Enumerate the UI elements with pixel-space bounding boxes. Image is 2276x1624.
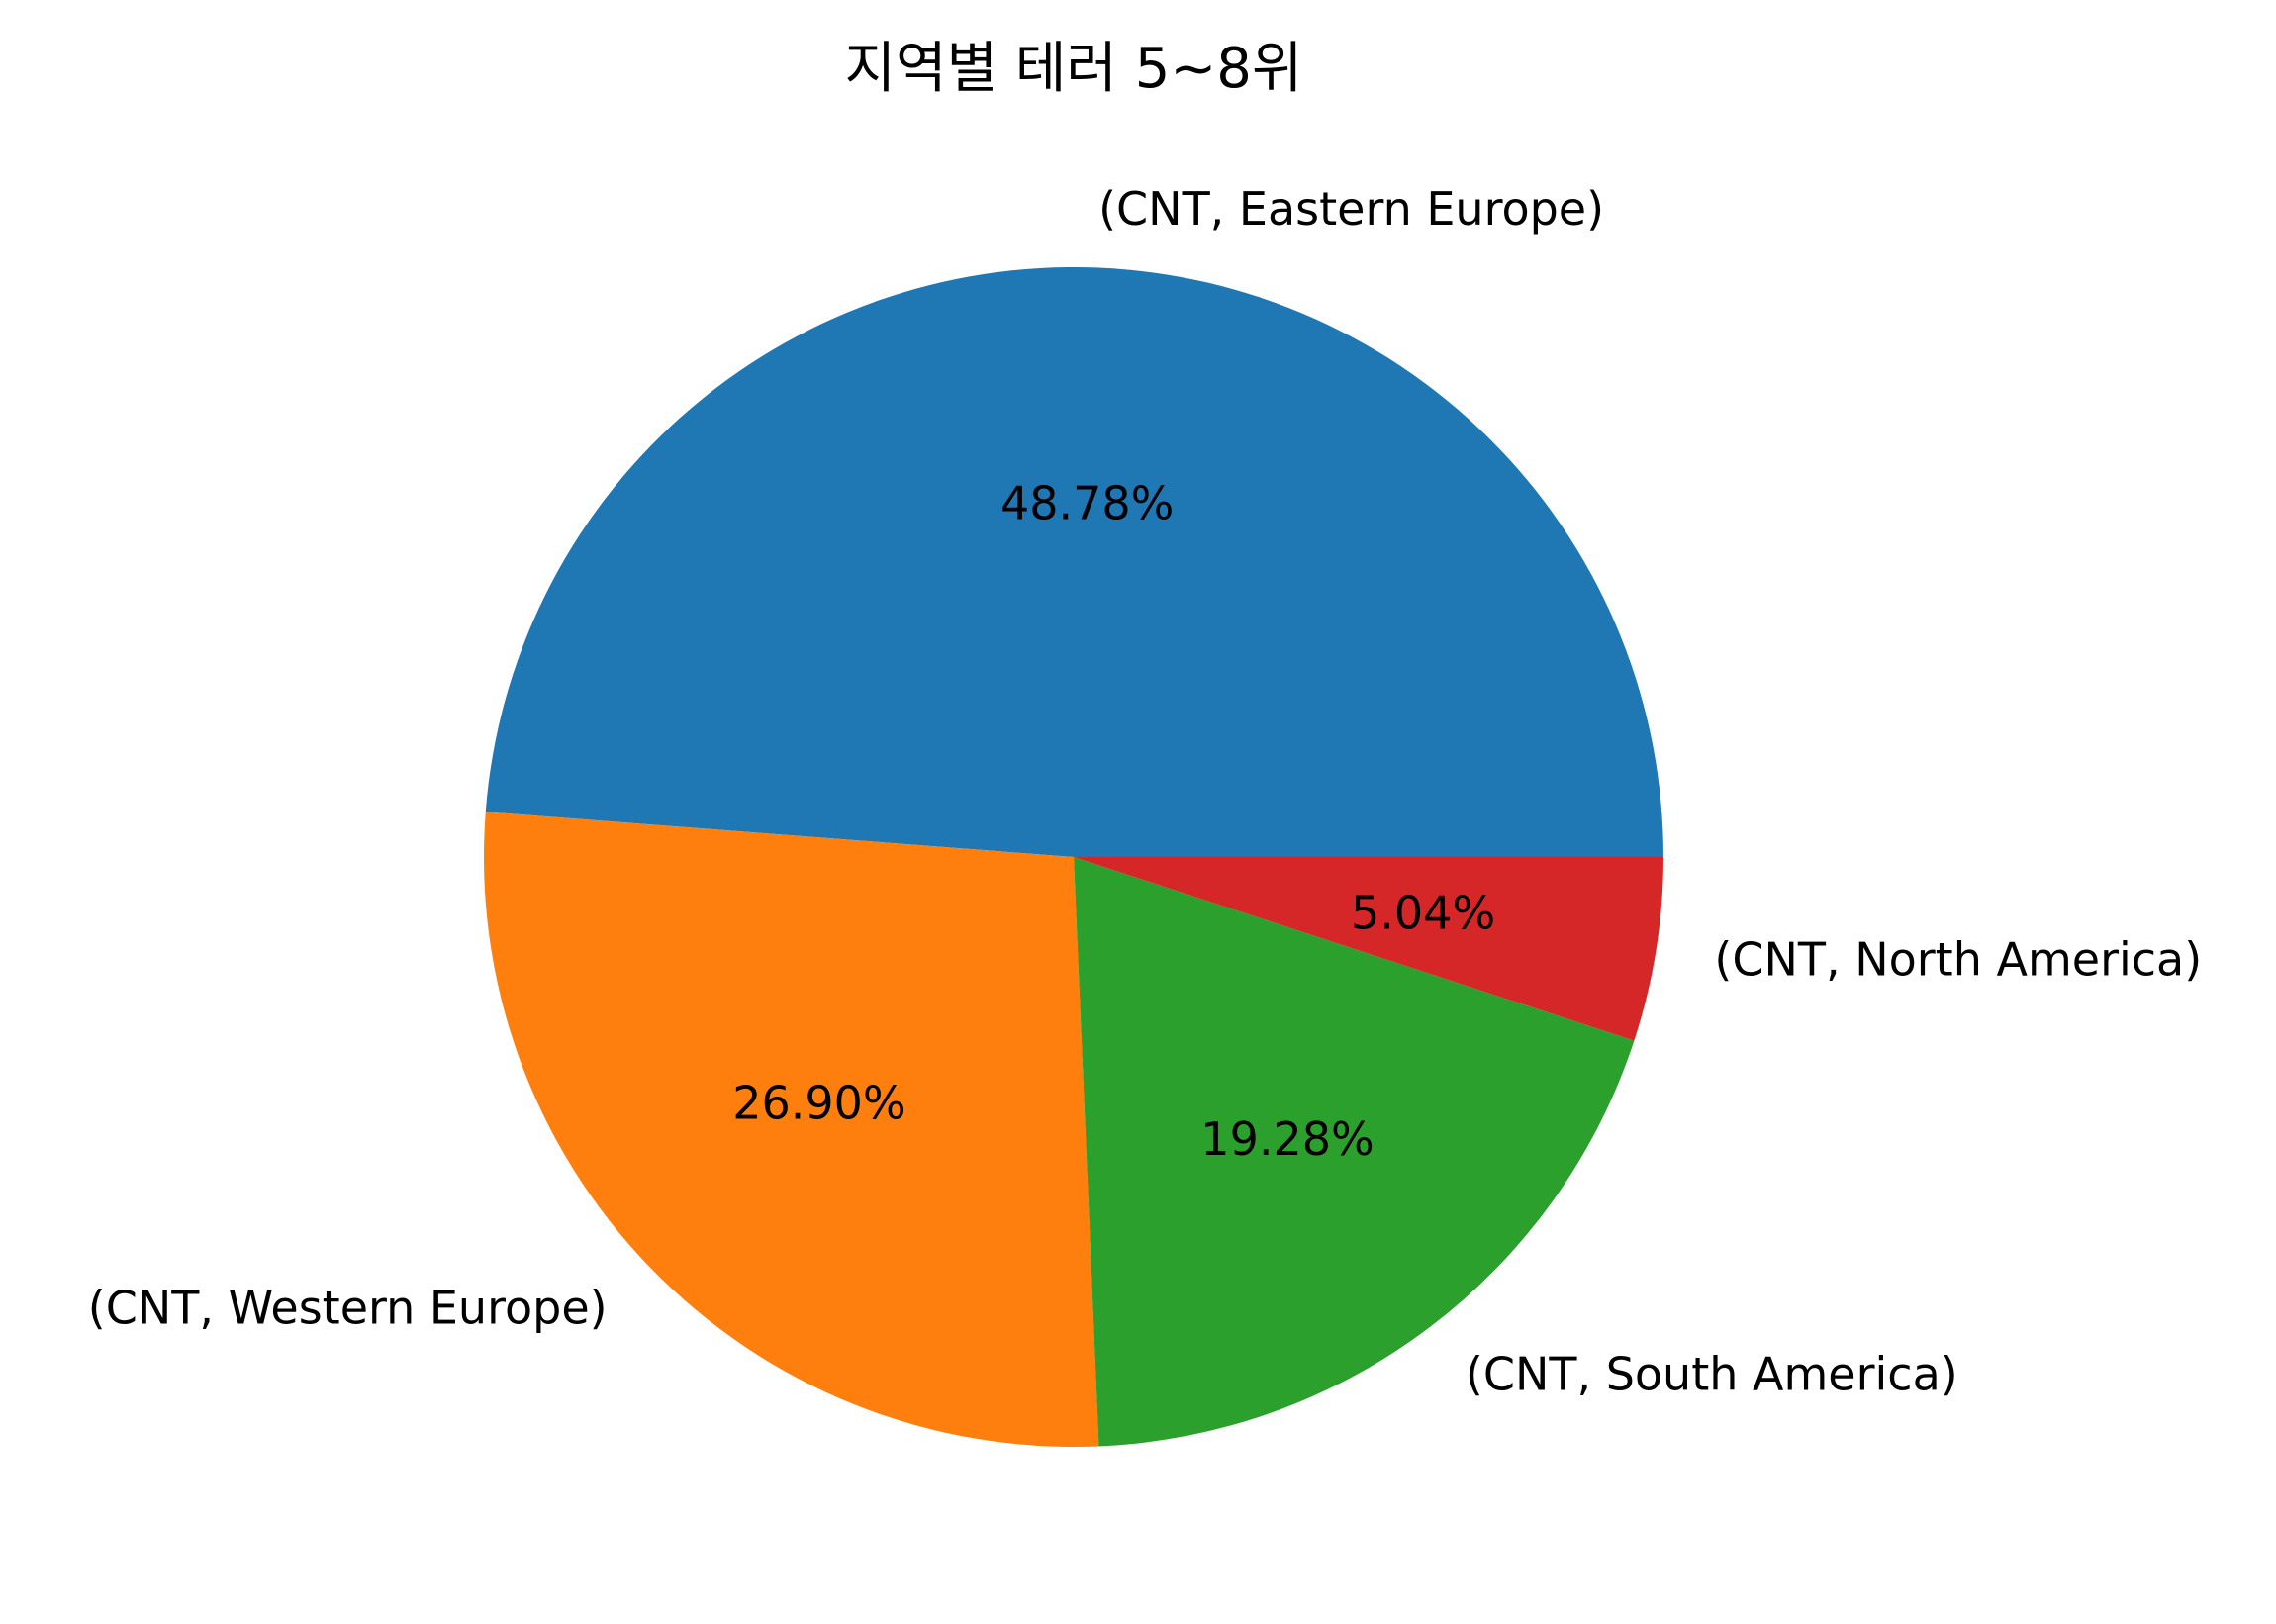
slice-category-label: (CNT, South America) — [1466, 1348, 1958, 1401]
slice-percent-label: 19.28% — [1200, 1112, 1374, 1166]
pie-slice — [1074, 857, 1635, 1447]
slice-percent-label: 5.04% — [1351, 886, 1495, 939]
pie-slices — [483, 266, 1663, 1448]
slice-percent-label: 26.90% — [732, 1077, 905, 1130]
slice-category-label: (CNT, Western Europe) — [88, 1282, 608, 1335]
pie-slice — [483, 812, 1099, 1448]
slice-percent-label: 48.78% — [1000, 477, 1174, 530]
pie-slice — [485, 266, 1663, 857]
slice-category-label: (CNT, Eastern Europe) — [1098, 182, 1604, 236]
chart-title: 지역별 테러 5~8위 — [845, 37, 1303, 101]
pie-slice — [1074, 857, 1663, 1041]
pie-labels: 48.78% (CNT, Eastern Europe) 26.90% (CNT, W… — [88, 182, 2202, 1401]
slice-category-label: (CNT, North America) — [1714, 932, 2202, 986]
